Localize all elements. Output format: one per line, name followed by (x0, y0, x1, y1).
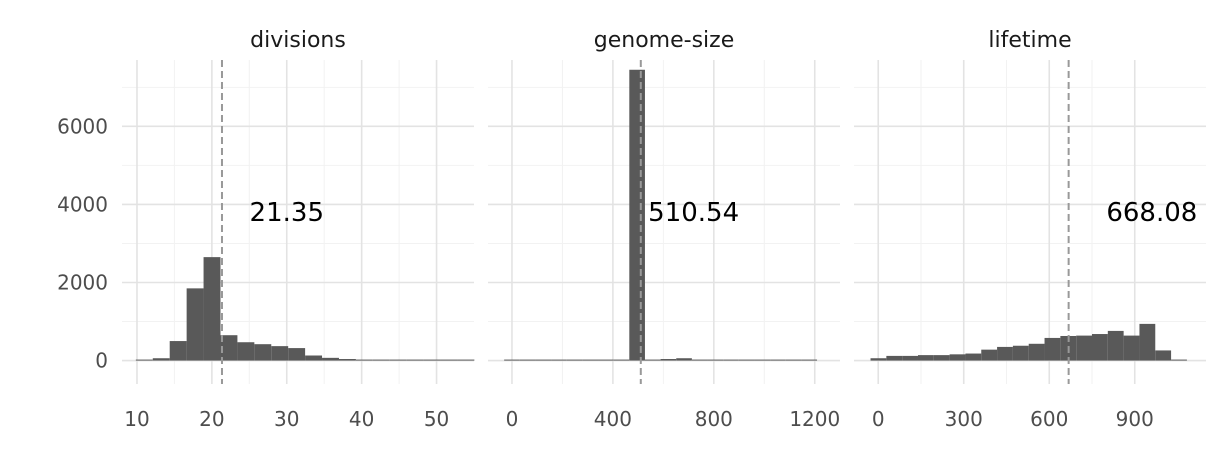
mean-label: 21.35 (250, 198, 324, 228)
x-tick-label: 800 (695, 407, 733, 431)
x-tick-label: 900 (1116, 407, 1154, 431)
y-axis-tick-labels: 0 2000 4000 6000 (57, 114, 108, 372)
histogram-bar (949, 354, 966, 361)
histogram-bar (886, 355, 903, 361)
x-tick-label: 10 (124, 407, 149, 431)
histogram-bar (254, 344, 272, 361)
y-tick-label: 6000 (57, 114, 108, 138)
histogram-bar (135, 359, 153, 361)
histogram-bar (933, 355, 950, 361)
histogram-bar (551, 359, 567, 361)
histogram-bar (997, 346, 1013, 361)
facet-title: genome-size (594, 28, 734, 53)
histogram-bar (566, 359, 583, 361)
x-tick-label: 600 (1030, 407, 1068, 431)
y-tick-label: 0 (95, 349, 108, 373)
x-tick-label: 20 (199, 407, 224, 431)
histogram-bar (186, 288, 204, 361)
histogram-bar (738, 359, 755, 361)
x-tick-label: 50 (424, 407, 449, 431)
histogram-bar (220, 335, 238, 361)
facet-panel-lifetime: 668.08 lifetime 0 300 600 900 (854, 28, 1206, 431)
histogram-bar (372, 359, 390, 361)
x-tick-label: 300 (945, 407, 983, 431)
histogram-bar (801, 359, 818, 361)
histogram-bar (1091, 334, 1108, 361)
x-tick-label: 0 (872, 407, 885, 431)
histogram-bar (423, 359, 441, 361)
histogram-bar (305, 355, 323, 361)
histogram-bar (338, 359, 356, 361)
histogram-bar (644, 359, 661, 361)
mean-label: 510.54 (648, 198, 739, 228)
facet-panel-genome-size: 510.54 genome-size 0 400 800 1200 (488, 28, 840, 431)
histogram-bar (535, 359, 552, 361)
histogram-bar (271, 346, 289, 361)
facet-title: divisions (250, 28, 346, 53)
histogram-bar (754, 359, 771, 361)
histogram-bar (1155, 350, 1172, 361)
histogram-bar (519, 359, 536, 361)
histogram-bar (440, 359, 458, 361)
histogram-bar (389, 359, 407, 361)
histogram-bar (1171, 359, 1187, 361)
x-tick-label: 400 (594, 407, 632, 431)
histogram-bar (785, 359, 802, 361)
histogram-bar (406, 359, 424, 361)
histogram-bar (613, 359, 630, 361)
histogram-bar (629, 69, 645, 361)
histogram-bar (1012, 345, 1029, 361)
histogram-bar (965, 353, 982, 361)
x-tick-label: 40 (349, 407, 374, 431)
histogram-bar (870, 358, 887, 361)
histogram-bar (598, 359, 614, 361)
histogram-bar (237, 342, 255, 361)
histogram-bar (1044, 337, 1061, 361)
histogram-bar (457, 359, 475, 361)
histogram-bar (1028, 343, 1045, 361)
histogram-bar (169, 341, 187, 361)
facet-title: lifetime (988, 28, 1071, 53)
histogram-bar (152, 358, 170, 361)
histogram-bar (723, 359, 739, 361)
histogram-bar (770, 359, 786, 361)
histogram-bar (288, 348, 306, 361)
histogram-bar (582, 359, 599, 361)
histogram-bar (917, 355, 934, 361)
y-tick-label: 4000 (57, 192, 108, 216)
y-tick-label: 2000 (57, 271, 108, 295)
x-tick-label: 30 (274, 407, 299, 431)
histogram-bar (1139, 323, 1156, 361)
histogram-bar (1107, 330, 1124, 361)
mean-label: 668.08 (1106, 198, 1197, 228)
histogram-bar (902, 355, 918, 361)
facet-panel-divisions: 21.35 divisions 10 20 30 40 50 (122, 28, 475, 431)
histogram-bar (707, 359, 724, 361)
histogram-bar (203, 257, 221, 361)
histogram-bar (322, 357, 339, 361)
x-tick-label: 1200 (789, 407, 840, 431)
histogram-bar (504, 359, 520, 361)
histogram-bar (660, 359, 677, 361)
histogram-bar (981, 349, 998, 361)
x-tick-label: 0 (506, 407, 519, 431)
histogram-bar (1076, 335, 1092, 361)
histogram-bar (676, 358, 692, 361)
histogram-bar (691, 359, 708, 361)
histogram-bar (1123, 335, 1140, 361)
histogram-bar (355, 359, 373, 361)
